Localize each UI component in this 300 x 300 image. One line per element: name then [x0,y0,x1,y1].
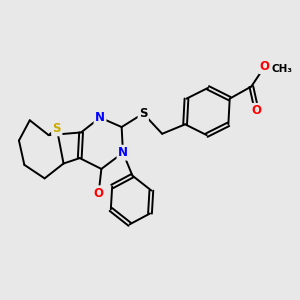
Text: S: S [52,122,61,135]
Text: N: N [95,111,105,124]
Text: S: S [139,107,148,120]
Text: CH₃: CH₃ [272,64,293,74]
Text: O: O [94,187,104,200]
Text: O: O [260,60,270,73]
Text: O: O [252,104,262,117]
Text: N: N [118,146,128,159]
